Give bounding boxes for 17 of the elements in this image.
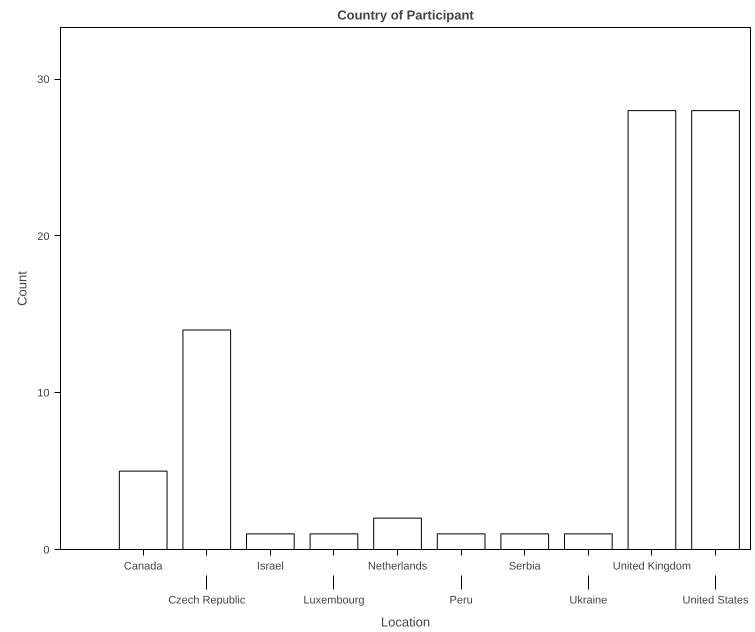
x-tick-label: Netherlands bbox=[368, 560, 428, 572]
x-tick-label: United States bbox=[682, 594, 750, 606]
y-axis-title: Count bbox=[14, 270, 30, 306]
x-tick-label: Israel bbox=[256, 560, 284, 572]
x-tick-label: Canada bbox=[124, 560, 164, 572]
chart-title: Country of Participant bbox=[337, 8, 474, 22]
x-tick-label: United Kingdom bbox=[612, 560, 692, 572]
x-tick-label: Luxembourg bbox=[303, 594, 365, 606]
y-tick-label: 0 bbox=[43, 544, 50, 556]
y-tick-label: 30 bbox=[37, 74, 50, 86]
y-tick-label: 20 bbox=[37, 230, 50, 243]
x-axis-title: Location bbox=[380, 614, 430, 630]
x-tick-label: Czech Republic bbox=[168, 594, 246, 606]
x-tick-label: Peru bbox=[450, 594, 473, 606]
y-tick-label: 10 bbox=[37, 388, 50, 400]
x-tick-label: Serbia bbox=[508, 560, 542, 572]
x-tick-label: Ukraine bbox=[569, 594, 608, 606]
